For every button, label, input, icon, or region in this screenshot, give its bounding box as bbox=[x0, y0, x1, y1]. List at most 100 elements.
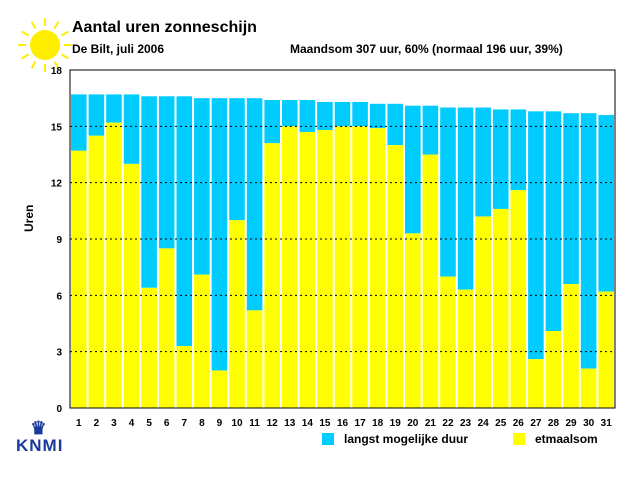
bar-max-duration bbox=[281, 100, 298, 127]
x-tick-label: 21 bbox=[425, 418, 437, 429]
bar-max-duration bbox=[598, 115, 614, 292]
bar-max-duration bbox=[510, 109, 527, 191]
x-tick-label: 28 bbox=[548, 418, 560, 429]
x-tick-label: 4 bbox=[129, 418, 135, 429]
bar-sunshine bbox=[158, 248, 175, 408]
bar-sunshine bbox=[246, 310, 263, 408]
bar-sunshine bbox=[123, 163, 140, 408]
chart-title: Aantal uren zonneschijn bbox=[72, 19, 257, 36]
y-tick-label: 9 bbox=[56, 235, 62, 246]
x-tick-label: 3 bbox=[111, 418, 117, 429]
x-tick-label: 20 bbox=[407, 418, 419, 429]
legend-label: langst mogelijke duur bbox=[344, 432, 469, 446]
y-tick-label: 18 bbox=[51, 66, 63, 77]
bar-sunshine bbox=[510, 190, 527, 408]
bar-max-duration bbox=[369, 103, 386, 129]
x-tick-label: 27 bbox=[530, 418, 542, 429]
x-tick-label: 15 bbox=[319, 418, 331, 429]
bar-max-duration bbox=[475, 107, 491, 217]
bar-sunshine bbox=[264, 143, 280, 408]
y-tick-label: 6 bbox=[56, 291, 62, 302]
bar-max-duration bbox=[176, 96, 193, 347]
bar-sunshine bbox=[317, 130, 333, 409]
knmi-logo: ♛ KNMI bbox=[16, 418, 64, 455]
bar-sunshine bbox=[211, 370, 228, 408]
bar-max-duration bbox=[88, 94, 105, 136]
bar-max-duration bbox=[229, 98, 245, 221]
bar-sunshine bbox=[598, 291, 614, 408]
x-tick-label: 7 bbox=[181, 418, 187, 429]
x-tick-label: 19 bbox=[390, 418, 402, 429]
bar-sunshine bbox=[580, 368, 597, 408]
bar-sunshine bbox=[299, 131, 316, 408]
bar-sunshine bbox=[352, 126, 368, 408]
y-tick-label: 12 bbox=[51, 179, 63, 190]
x-tick-label: 18 bbox=[372, 418, 384, 429]
bar-sunshine bbox=[475, 216, 491, 408]
y-tick-label: 15 bbox=[51, 122, 63, 133]
y-tick-label: 3 bbox=[56, 348, 62, 359]
legend-item-max: langst mogelijke duur bbox=[322, 432, 468, 446]
legend-swatch bbox=[322, 433, 334, 445]
bar-max-duration bbox=[334, 101, 351, 127]
bar-max-duration bbox=[211, 98, 228, 371]
x-tick-label: 5 bbox=[146, 418, 152, 429]
bar-max-duration bbox=[440, 107, 456, 277]
x-tick-label: 30 bbox=[583, 418, 595, 429]
bar-max-duration bbox=[387, 103, 404, 146]
plot-frame bbox=[69, 69, 616, 409]
x-tick-label: 1 bbox=[76, 418, 82, 429]
bar-max-duration bbox=[405, 105, 421, 234]
bar-sunshine bbox=[229, 220, 245, 408]
bar-sunshine bbox=[334, 126, 351, 408]
legend-swatch bbox=[513, 433, 525, 445]
bar-sunshine bbox=[422, 154, 439, 408]
bar-sunshine bbox=[387, 145, 404, 408]
x-tick-label: 13 bbox=[284, 418, 296, 429]
bar-sunshine bbox=[528, 359, 544, 408]
x-tick-label: 29 bbox=[565, 418, 577, 429]
bar-max-duration bbox=[457, 107, 474, 290]
legend-label: etmaalsom bbox=[535, 432, 598, 446]
bar-max-duration bbox=[317, 101, 333, 131]
x-tick-label: 22 bbox=[442, 418, 454, 429]
bar-max-duration bbox=[71, 94, 87, 151]
bar-sunshine bbox=[176, 346, 193, 408]
bar-max-duration bbox=[563, 113, 579, 285]
bar-max-duration bbox=[580, 113, 597, 369]
x-tick-label: 10 bbox=[231, 418, 243, 429]
x-tick-label: 16 bbox=[337, 418, 349, 429]
x-tick-label: 24 bbox=[478, 418, 490, 429]
x-tick-label: 11 bbox=[249, 418, 260, 429]
bar-max-duration bbox=[141, 96, 157, 288]
bar-max-duration bbox=[492, 109, 509, 209]
bar-sunshine bbox=[88, 135, 105, 408]
y-tick-label: 0 bbox=[56, 404, 62, 415]
x-tick-label: 12 bbox=[267, 418, 279, 429]
legend-item-sum: etmaalsom bbox=[513, 432, 598, 446]
monthly-summary: Maandsom 307 uur, 60% (normaal 196 uur, … bbox=[290, 42, 563, 56]
x-tick-label: 31 bbox=[601, 418, 613, 429]
x-tick-label: 17 bbox=[355, 418, 367, 429]
bar-max-duration bbox=[194, 98, 210, 275]
x-tick-label: 14 bbox=[302, 418, 314, 429]
bar-max-duration bbox=[264, 100, 280, 144]
x-tick-label: 2 bbox=[94, 418, 100, 429]
bar-max-duration bbox=[299, 100, 316, 132]
bar-sunshine bbox=[492, 208, 509, 408]
bar-max-duration bbox=[106, 94, 122, 123]
bar-max-duration bbox=[158, 96, 175, 249]
bar-sunshine bbox=[369, 128, 386, 408]
chart-subtitle: De Bilt, juli 2006 bbox=[72, 42, 165, 56]
bar-max-duration bbox=[123, 94, 140, 164]
bar-sunshine bbox=[440, 276, 456, 408]
x-tick-label: 23 bbox=[460, 418, 472, 429]
bar-max-duration bbox=[528, 111, 544, 360]
bar-max-duration bbox=[545, 111, 562, 332]
bar-sunshine bbox=[281, 126, 298, 408]
bar-sunshine bbox=[71, 150, 87, 408]
bar-sunshine bbox=[405, 233, 421, 408]
